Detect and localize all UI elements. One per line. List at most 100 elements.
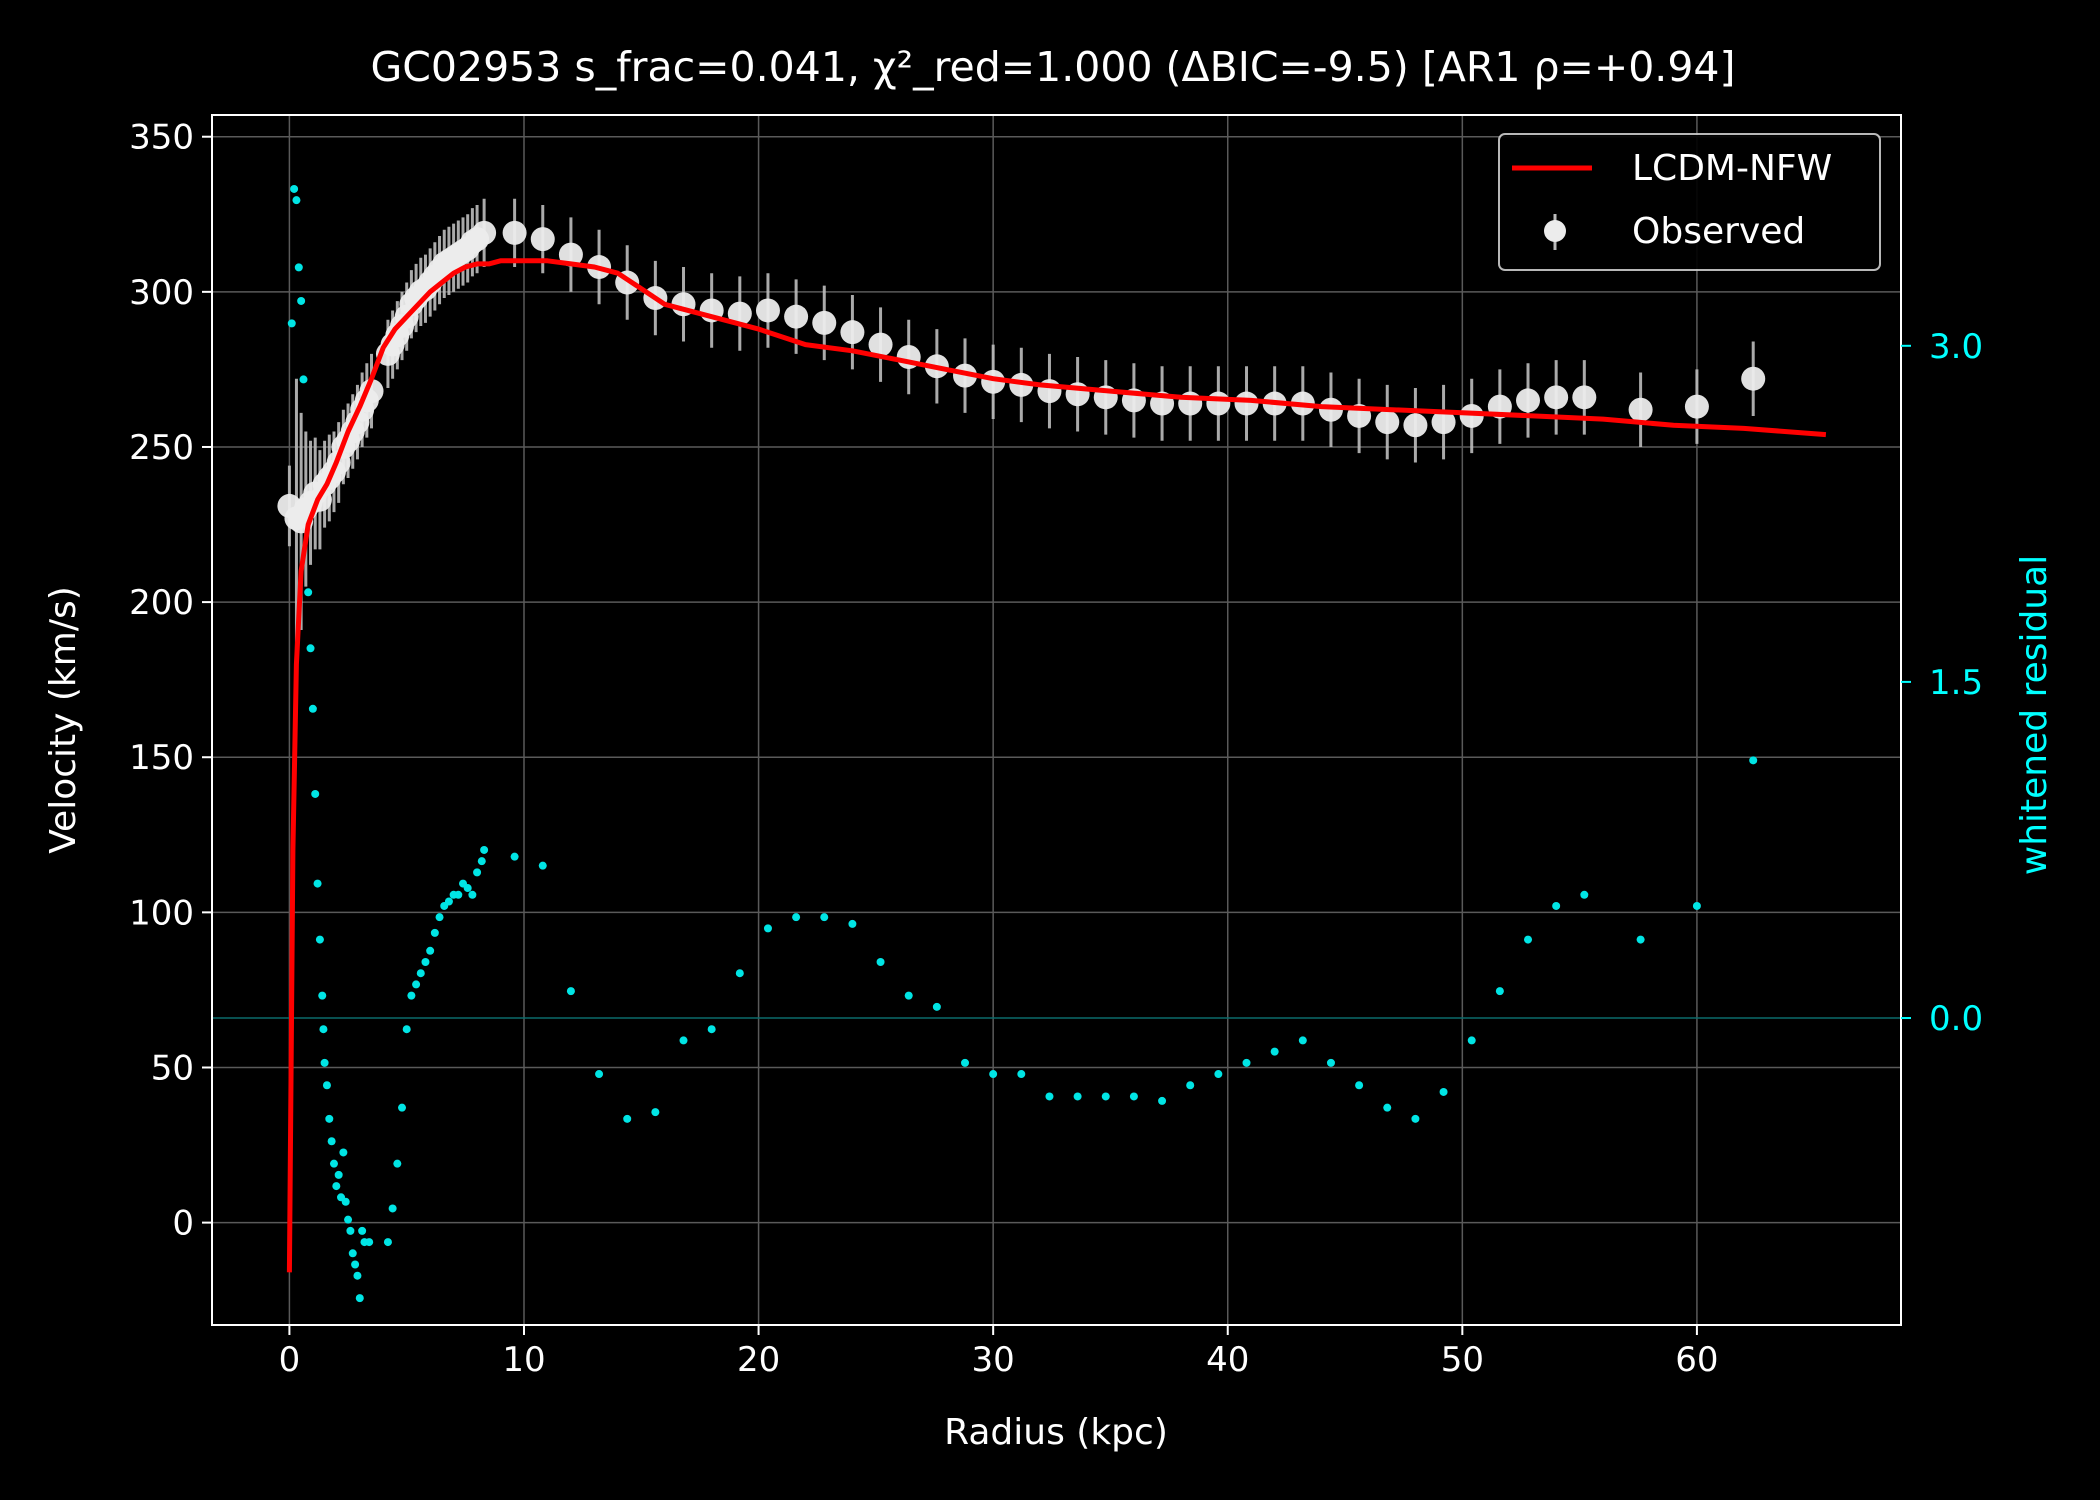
residual-point [1129, 1092, 1138, 1101]
observed-point [1544, 385, 1569, 410]
residual-point [932, 1002, 941, 1011]
observed-point [502, 220, 527, 245]
residual-point [1411, 1114, 1420, 1123]
residual-point [651, 1108, 660, 1117]
residual-point [313, 879, 322, 888]
residual-point [327, 1137, 336, 1146]
residual-point [416, 969, 425, 978]
residual-point [292, 196, 301, 205]
x-tick-label: 10 [502, 1340, 545, 1380]
y-tick-label: 150 [129, 738, 194, 778]
residual-point [407, 991, 416, 1000]
y-axis-left: 0 50 100 150 200 250 300 350 [129, 118, 212, 1244]
residual-point [1186, 1081, 1195, 1090]
residual-point [1467, 1036, 1476, 1045]
residual-point [623, 1114, 632, 1123]
residual-point [421, 958, 430, 966]
residual-point [473, 868, 482, 877]
residual-point [1524, 935, 1533, 944]
residual-point [468, 890, 477, 899]
residual-point [358, 1226, 367, 1235]
residual-point [1326, 1058, 1335, 1067]
residual-point [435, 913, 444, 922]
x-tick-label: 50 [1441, 1340, 1484, 1380]
x-tick-label: 60 [1675, 1340, 1718, 1380]
y-tick-label: 50 [151, 1048, 194, 1088]
observed-point [1431, 410, 1456, 435]
observed-point [1318, 397, 1343, 422]
legend-box [1498, 133, 1881, 271]
x-tick-label: 30 [972, 1340, 1015, 1380]
observed-point [1516, 388, 1541, 413]
observed-point [755, 298, 780, 323]
residual-point [319, 1025, 328, 1034]
residual-point [463, 884, 472, 893]
observed-point [1572, 385, 1597, 410]
residual-point [848, 919, 857, 928]
residual-point [297, 296, 306, 305]
residual-point [1214, 1070, 1223, 1079]
residual-point [320, 1058, 329, 1067]
residual-point [426, 946, 435, 955]
observed-point [1403, 413, 1428, 438]
residual-point [294, 263, 303, 272]
residual-point [1045, 1092, 1054, 1101]
observed-point [727, 301, 752, 326]
residual-point [566, 987, 575, 996]
residual-point [311, 789, 320, 798]
residual-point [707, 1025, 716, 1034]
residual-point [430, 928, 439, 937]
residual-point [792, 913, 801, 922]
residual-point [454, 890, 463, 899]
residual-point [348, 1249, 357, 1258]
y-axis-right-label: whitened residual [2014, 555, 2055, 875]
residual-point [480, 845, 489, 854]
residual-point [1017, 1070, 1026, 1079]
residual-point [393, 1159, 402, 1168]
y-axis-label: Velocity (km/s) [43, 586, 84, 854]
residual-point [383, 1238, 392, 1247]
legend-label-model: LCDM-NFW [1632, 148, 1832, 189]
residual-point [538, 861, 547, 870]
residual-point [763, 924, 772, 933]
residual-point [329, 1159, 338, 1168]
residual-point [304, 588, 313, 597]
residual-point [735, 969, 744, 978]
residual-point [315, 935, 324, 944]
x-axis: 0 10 20 30 40 50 60 [279, 1325, 1719, 1380]
residual-point [1636, 935, 1645, 944]
residual-point [444, 897, 453, 906]
x-tick-label: 20 [737, 1340, 780, 1380]
residual-point [351, 1260, 360, 1269]
y-tick-label: 0 [172, 1204, 194, 1244]
residual-point [904, 991, 913, 1000]
x-tick-label: 40 [1206, 1340, 1249, 1380]
model-series [286, 258, 1827, 1273]
residual-point [332, 1182, 341, 1191]
observed-point [840, 320, 865, 345]
chart-title: GC02953 s_frac=0.041, χ²_red=1.000 (ΔBIC… [371, 43, 1736, 91]
residual-point [1749, 756, 1758, 765]
residual-point [412, 980, 421, 989]
residual-point [322, 1081, 331, 1090]
residual-point [306, 644, 315, 653]
residual-point [1270, 1047, 1279, 1056]
residual-point [1552, 901, 1561, 910]
residual-point [287, 319, 296, 328]
residual-series [287, 184, 1758, 1303]
residual-point [1439, 1087, 1448, 1096]
residual-point [1242, 1058, 1251, 1067]
residual-point [876, 958, 885, 966]
observed-point [530, 227, 555, 252]
residual-point [1101, 1092, 1110, 1101]
residual-point [344, 1215, 353, 1224]
residual-point [1692, 901, 1701, 910]
residual-point [961, 1058, 970, 1067]
model-line [286, 258, 1827, 1273]
residual-point [299, 375, 308, 384]
residual-point [318, 991, 327, 1000]
legend-marker-swatch [1544, 220, 1566, 242]
residual-point [477, 857, 486, 866]
observed-point [1459, 403, 1484, 428]
